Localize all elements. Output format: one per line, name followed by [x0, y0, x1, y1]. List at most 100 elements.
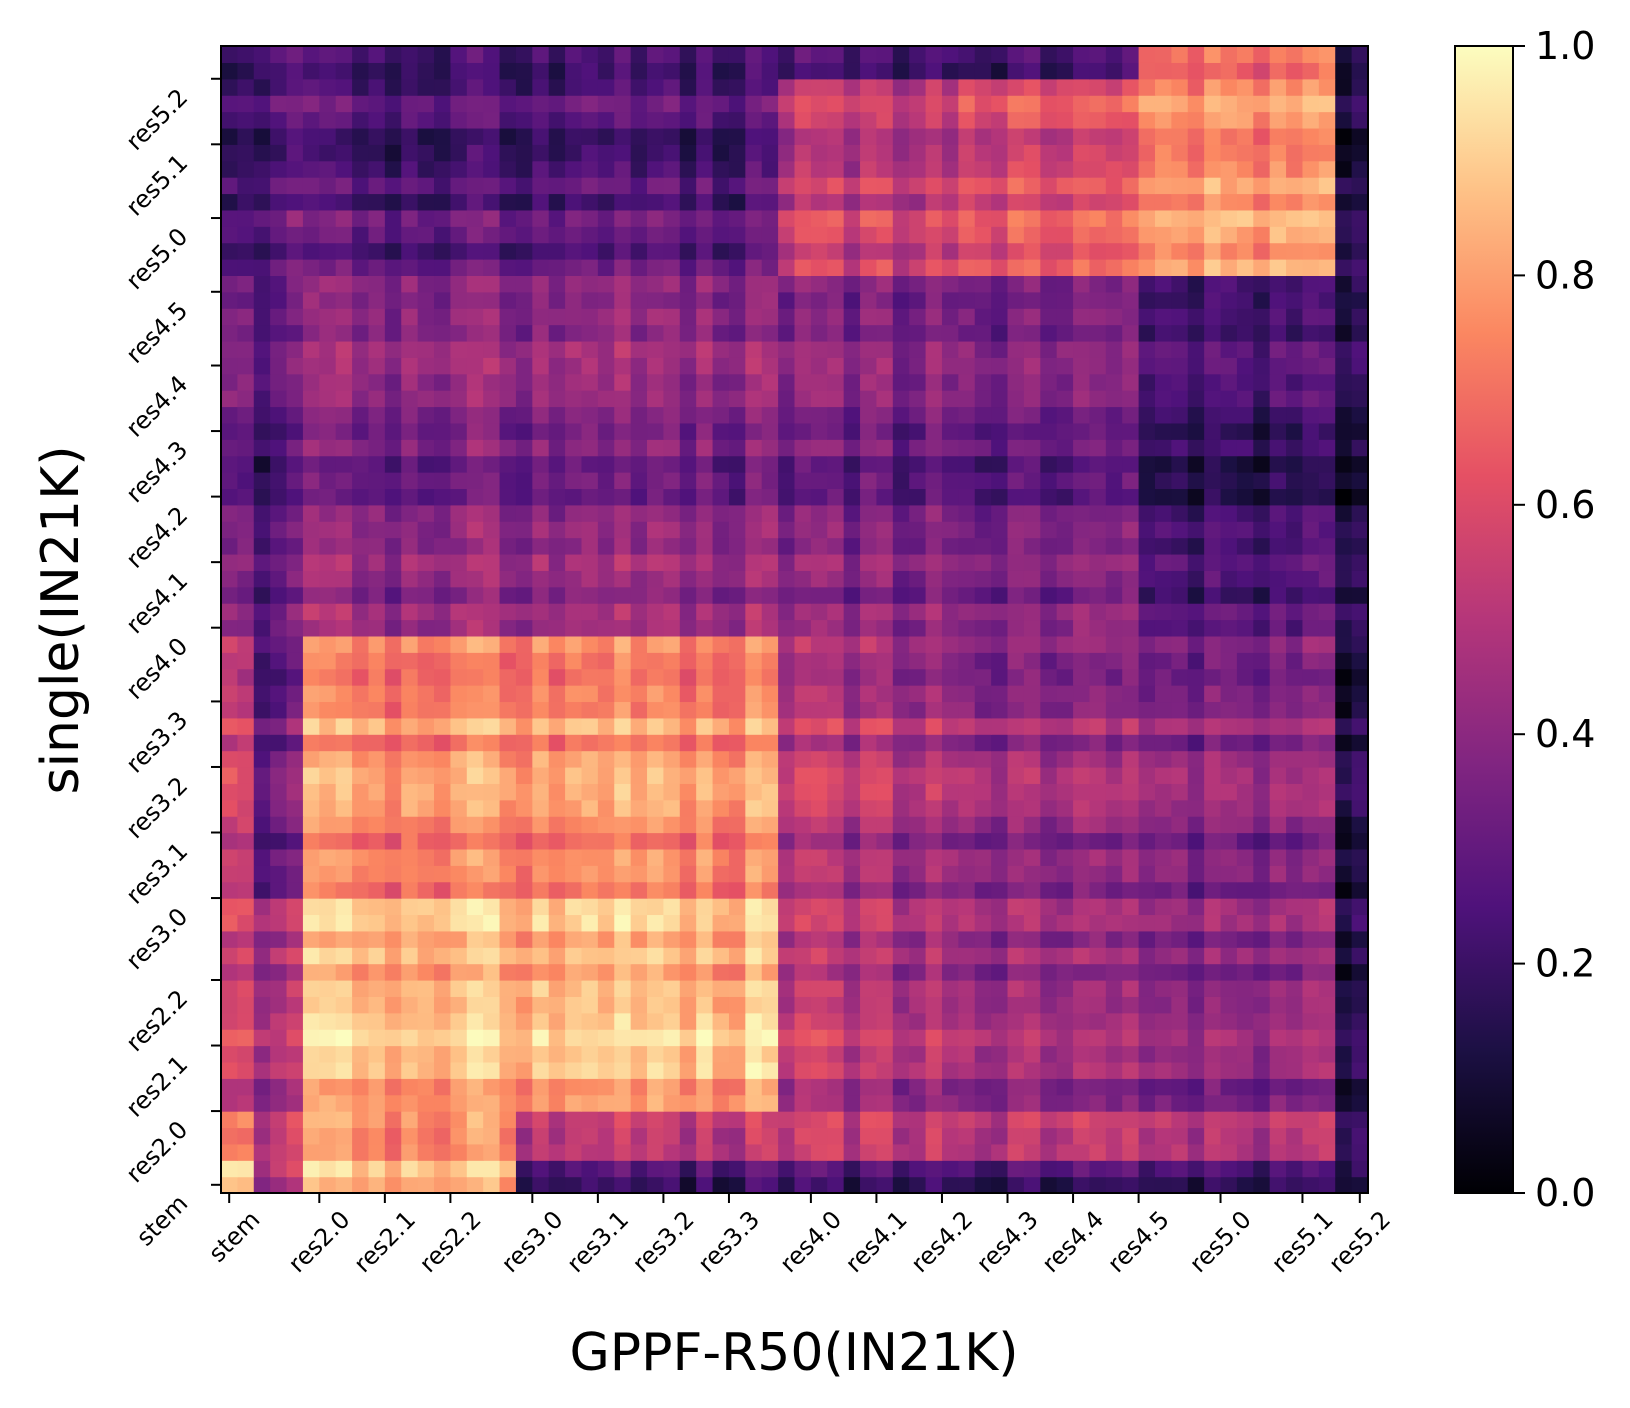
heatmap-cell — [417, 521, 435, 539]
heatmap-cell — [384, 832, 402, 850]
heatmap-cell — [843, 226, 861, 244]
heatmap-cell — [417, 1012, 435, 1030]
heatmap-cell — [1154, 1045, 1172, 1063]
heatmap-cell — [663, 930, 681, 948]
heatmap-cell — [532, 422, 550, 440]
heatmap-cell — [384, 685, 402, 703]
heatmap-cell — [647, 1176, 665, 1194]
heatmap-cell — [892, 127, 910, 145]
heatmap-cell — [679, 848, 697, 866]
heatmap-cell — [794, 963, 812, 981]
heatmap-cell — [1171, 111, 1189, 129]
heatmap-cell — [630, 947, 648, 965]
heatmap-cell — [663, 947, 681, 965]
heatmap-cell — [401, 127, 419, 145]
heatmap-cell — [1154, 537, 1172, 555]
heatmap-cell — [1138, 1012, 1156, 1030]
heatmap-cell — [319, 406, 337, 424]
heatmap-cell — [237, 734, 255, 752]
heatmap-cell — [434, 127, 451, 145]
heatmap-cell — [417, 799, 435, 817]
heatmap-cell — [1286, 717, 1304, 735]
heatmap-cell — [991, 177, 1009, 195]
heatmap-cell — [270, 963, 288, 981]
heatmap-cell — [483, 291, 501, 309]
heatmap-cell — [286, 95, 304, 113]
heatmap-cell — [925, 242, 943, 260]
heatmap-cell — [401, 160, 419, 178]
heatmap-cell — [1007, 95, 1025, 113]
heatmap-cell — [1335, 127, 1353, 145]
heatmap-cell — [1335, 226, 1353, 244]
heatmap-cell — [1253, 816, 1271, 834]
heatmap-cell — [1204, 996, 1222, 1014]
heatmap-cell — [1236, 1127, 1254, 1145]
heatmap-cell — [810, 947, 828, 965]
heatmap-cell — [1253, 390, 1271, 408]
heatmap-cell — [1302, 422, 1320, 440]
heatmap-cell — [335, 62, 353, 80]
heatmap-cell — [270, 914, 288, 932]
heatmap-cell — [270, 275, 288, 293]
heatmap-cell — [499, 357, 517, 375]
heatmap-cell — [548, 652, 566, 670]
heatmap-cell — [237, 914, 255, 932]
heatmap-cell — [728, 226, 746, 244]
heatmap-cell — [1138, 996, 1156, 1014]
heatmap-cell — [319, 1078, 337, 1096]
heatmap-cell — [794, 406, 812, 424]
heatmap-cell — [384, 652, 402, 670]
heatmap-cell — [1073, 1029, 1091, 1047]
heatmap-cell — [1105, 570, 1123, 588]
heatmap-cell — [581, 144, 599, 162]
heatmap-cell — [794, 1061, 812, 1079]
heatmap-cell — [270, 193, 288, 211]
heatmap-cell — [483, 717, 501, 735]
heatmap-cell — [712, 1127, 730, 1145]
heatmap-cell — [565, 373, 583, 391]
heatmap-cell — [286, 127, 304, 145]
heatmap-cell — [614, 914, 632, 932]
heatmap-cell — [679, 832, 697, 850]
heatmap-cell — [1040, 1061, 1058, 1079]
heatmap-cell — [876, 1061, 894, 1079]
heatmap-cell — [1171, 160, 1189, 178]
heatmap-cell — [1335, 275, 1353, 293]
heatmap-cell — [794, 472, 812, 490]
heatmap-cell — [876, 750, 894, 768]
heatmap-cell — [909, 586, 927, 604]
heatmap-cell — [679, 750, 697, 768]
heatmap-cell — [1269, 766, 1287, 784]
heatmap-cell — [515, 324, 533, 342]
heatmap-cell — [1286, 488, 1304, 506]
heatmap-cell — [630, 209, 648, 227]
heatmap-cell — [827, 504, 845, 522]
heatmap-cell — [286, 603, 304, 621]
heatmap-cell — [319, 95, 337, 113]
heatmap-cell — [515, 504, 533, 522]
heatmap-cell — [876, 1127, 894, 1145]
heatmap-cell — [974, 652, 992, 670]
heatmap-cell — [1154, 701, 1172, 719]
heatmap-cell — [270, 472, 288, 490]
heatmap-cell — [417, 766, 435, 784]
heatmap-cell — [909, 455, 927, 473]
heatmap-cell — [1089, 242, 1107, 260]
heatmap-cell — [335, 373, 353, 391]
heatmap-cell — [991, 1045, 1009, 1063]
heatmap-cell — [221, 1045, 238, 1063]
heatmap-cell — [597, 521, 615, 539]
heatmap-cell — [548, 1078, 566, 1096]
heatmap-cell — [319, 127, 337, 145]
heatmap-cell — [1204, 324, 1222, 342]
heatmap-cell — [1040, 291, 1058, 309]
heatmap-cell — [1023, 979, 1041, 997]
heatmap-cell — [1318, 635, 1336, 653]
heatmap-cell — [827, 373, 845, 391]
heatmap-cell — [958, 1029, 976, 1047]
heatmap-cell — [483, 1078, 501, 1096]
heatmap-cell — [712, 193, 730, 211]
heatmap-cell — [1105, 734, 1123, 752]
heatmap-cell — [1105, 62, 1123, 80]
heatmap-cell — [1040, 472, 1058, 490]
